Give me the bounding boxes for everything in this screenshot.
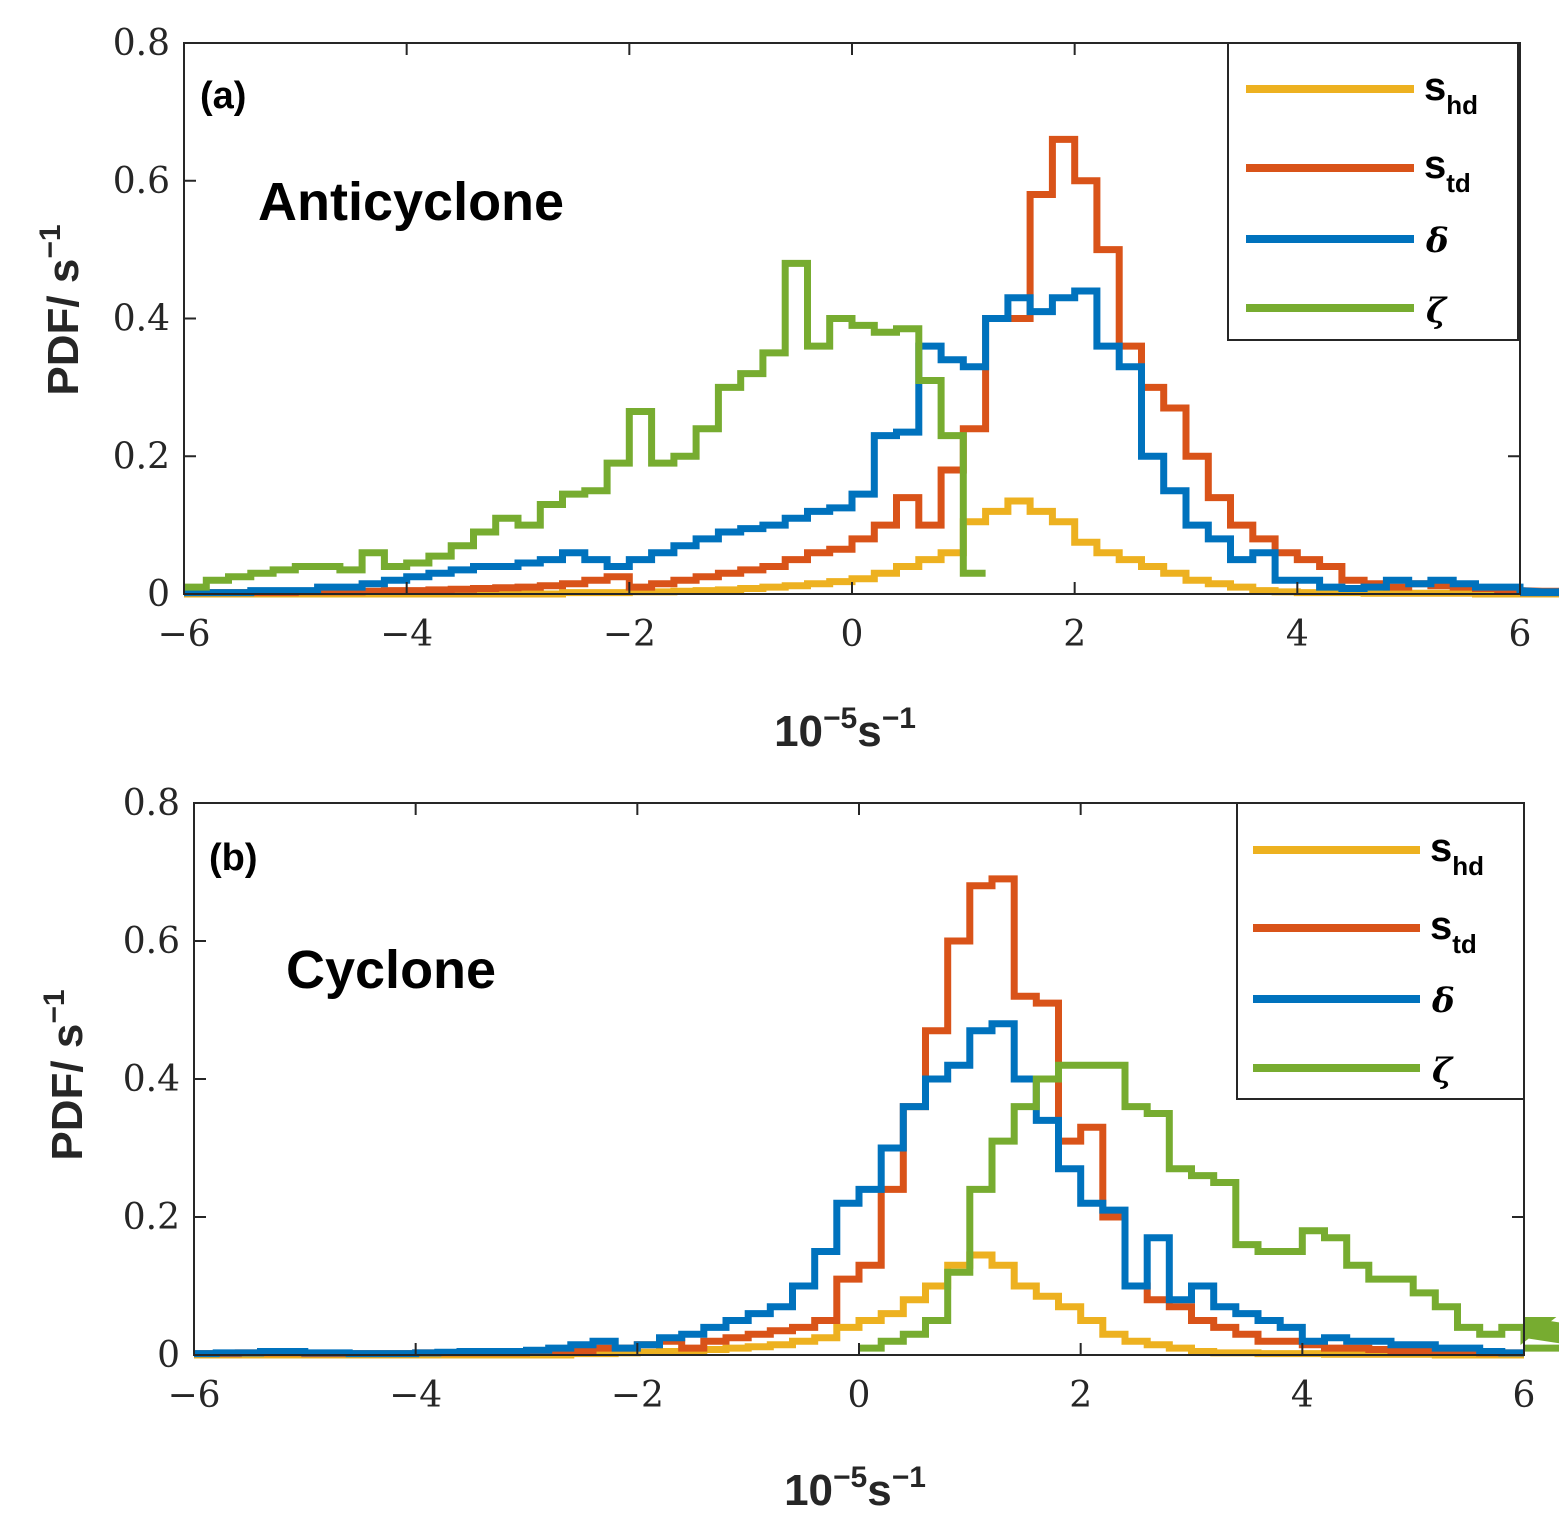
panel-a-y-tick-label: 0.8	[113, 23, 170, 64]
panel-b-y-tick-label: 0.2	[123, 1197, 180, 1238]
panel-a-x-tick-label: 4	[1286, 614, 1309, 655]
panel-a-x-tick-label: −2	[603, 614, 656, 655]
panel-a-y-tick-label: 0.2	[113, 436, 170, 477]
panel-b-y-tick-label: 0.4	[123, 1059, 180, 1100]
panel-a-xlabel-base: 10	[774, 707, 823, 756]
panel-b-legend: shd std δ ζ	[1236, 802, 1525, 1100]
panel-b-x-axis-label: 10−5s−1	[784, 1461, 926, 1515]
panel-a-x-tick-label: −4	[380, 614, 433, 655]
panel-a-legend-std-base: s	[1424, 143, 1446, 187]
panel-a-x-axis-label: 10−5s−1	[774, 702, 916, 756]
panel-a-y-tick-label: 0.6	[113, 161, 170, 202]
panel-b-x-tick-label: −6	[167, 1375, 220, 1416]
panel-b-series-zeta	[859, 1061, 1559, 1352]
panel-a-series-delta	[184, 287, 1559, 597]
panel-b-legend-label-delta: δ	[1431, 981, 1455, 1021]
panel-b-x-tick-label: −2	[611, 1375, 664, 1416]
panel-a-xlabel-exp1: −5	[823, 702, 857, 735]
panel-a-legend-label-shd: shd	[1424, 65, 1478, 120]
panel-a-x-tick-label: 2	[1063, 614, 1086, 655]
panel-b-legend-std-sub: td	[1452, 929, 1477, 959]
panel-b-legend-std-base: s	[1430, 904, 1452, 948]
panel-b-y-tick-label: 0.8	[123, 783, 180, 824]
panel-a-x-tick-label: 6	[1509, 614, 1532, 655]
panel-a-legend: shd std δ ζ	[1227, 42, 1519, 341]
panel-a-xlabel-exp2: −1	[882, 702, 916, 735]
panel-a-legend-label-std: std	[1424, 143, 1471, 198]
panel-b-xlabel-base: 10	[784, 1466, 833, 1515]
panel-b-ylabel-exp: −1	[38, 989, 71, 1023]
panel-a-y-axis-label: PDF/ s−1	[34, 224, 88, 395]
panel-a-legend-shd-sub: hd	[1446, 90, 1478, 120]
panel-a-y-tick-label: 0	[147, 574, 170, 615]
panel-b-series-delta	[194, 1020, 1524, 1358]
panel-a-x-ticks: −6 −4 −2 0 2 4 6	[157, 43, 1531, 655]
panel-a-series-zeta	[184, 259, 986, 591]
panel-a-ylabel-base: PDF/ s	[39, 259, 88, 396]
panel-b-x-ticks: −6 −4 −2 0 2 4 6	[167, 803, 1535, 1416]
panel-b-legend-shd-sub: hd	[1452, 851, 1484, 881]
panel-a-legend-std-sub: td	[1446, 168, 1471, 198]
panel-b-x-tick-label: −4	[389, 1375, 442, 1416]
panel-b-y-tick-label: 0.6	[123, 921, 180, 962]
panel-b-xlabel-exp2: −1	[892, 1461, 926, 1494]
panel-b-x-tick-label: 4	[1291, 1375, 1314, 1416]
panel-a-label: (a)	[200, 75, 246, 117]
panel-a: −6 −4 −2 0 2 4 6 0 0.2 0.4 0.6 0.8 (a) Anticyclone…	[34, 23, 1559, 756]
panel-a-legend-label-zeta: ζ	[1426, 291, 1448, 331]
panel-b-y-axis-label: PDF/ s−1	[38, 989, 92, 1160]
panel-a-y-ticks: 0 0.2 0.4 0.6 0.8	[113, 23, 1520, 615]
panel-a-x-tick-label: 0	[841, 614, 864, 655]
panel-b-legend-label-std: std	[1430, 904, 1477, 959]
panel-a-legend-label-delta: δ	[1425, 221, 1449, 261]
panel-b-x-tick-label: 2	[1069, 1375, 1092, 1416]
panel-b-xlabel-unit: s	[867, 1466, 891, 1515]
panel-a-y-tick-label: 0.4	[113, 299, 170, 340]
panel-a-annotation: Anticyclone	[258, 172, 564, 232]
panel-b-legend-shd-base: s	[1430, 826, 1452, 870]
panel-b: −6 −4 −2 0 2 4 6 00.20.40.60.8 (b) Cyclone 10−…	[38, 783, 1559, 1515]
panel-b-y-tick-label: 0	[157, 1335, 180, 1376]
panel-b-legend-label-shd: shd	[1430, 826, 1484, 881]
panel-b-label: (b)	[209, 837, 258, 879]
panel-b-y-ticks: 0 0.2 0.4 0.6 0.8	[123, 783, 1524, 1376]
panel-b-ylabel-base: PDF/ s	[43, 1024, 92, 1161]
panel-a-xlabel-unit: s	[857, 707, 881, 756]
panel-b-legend-label-zeta: ζ	[1432, 1051, 1454, 1091]
panel-b-x-tick-label: 0	[848, 1375, 871, 1416]
panel-a-x-tick-label: −6	[157, 614, 210, 655]
panel-a-ylabel-exp: −1	[34, 224, 67, 258]
panel-b-x-tick-label: 6	[1513, 1375, 1536, 1416]
panel-a-legend-shd-base: s	[1424, 65, 1446, 109]
panel-b-annotation: Cyclone	[286, 940, 496, 1000]
panel-b-xlabel-exp1: −5	[833, 1461, 867, 1494]
